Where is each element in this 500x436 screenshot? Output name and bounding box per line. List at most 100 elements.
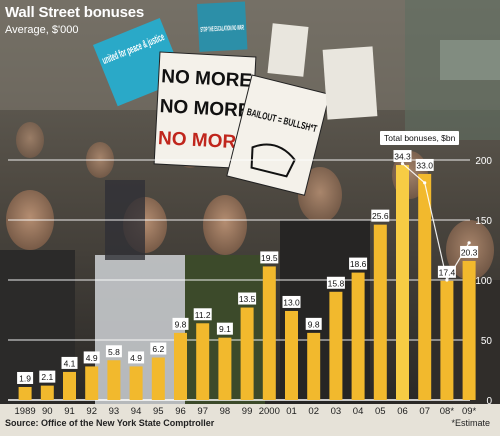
value-label-97: 11.2 xyxy=(195,310,211,320)
x-tick-label-97: 97 xyxy=(197,406,208,417)
bar-04 xyxy=(351,272,365,400)
bar-03 xyxy=(329,291,343,400)
x-tick-label-98: 98 xyxy=(220,406,231,417)
bar-94 xyxy=(129,366,143,400)
x-tick-label-99: 99 xyxy=(242,406,253,417)
value-label-box xyxy=(349,257,368,270)
right-axis-tick-label: 150 xyxy=(475,216,492,227)
value-label-04: 18.6 xyxy=(350,259,367,269)
sign-small xyxy=(267,23,309,77)
legend-total-bonuses: Total bonuses, $bn xyxy=(380,131,460,145)
value-label-07: 33.0 xyxy=(416,160,433,170)
bar-92 xyxy=(85,366,99,400)
bar-96 xyxy=(174,332,187,400)
sign-no-more: NO MORE NO MORE NO MORE xyxy=(153,51,257,170)
value-label-box xyxy=(415,158,434,171)
x-tick-label-92: 92 xyxy=(86,406,97,417)
total-bonuses-line xyxy=(402,163,470,282)
total-bonuses-point xyxy=(467,241,471,245)
bar-06 xyxy=(396,165,409,400)
sign-stop-text: STOP THE ESCALATION NO WAR! xyxy=(200,25,244,34)
sign-bailout: BAILOUT = BULLSH*T xyxy=(226,74,331,196)
value-label-98: 9.1 xyxy=(219,324,231,334)
x-tick-label-08*: 08* xyxy=(440,406,455,417)
sign-stop-escalation: STOP THE ESCALATION NO WAR! xyxy=(197,1,248,52)
x-tick-label-01: 01 xyxy=(286,406,297,417)
value-label-box xyxy=(193,308,212,321)
x-tick-label-03: 03 xyxy=(331,406,342,417)
bar-1989 xyxy=(18,386,32,400)
value-label-box xyxy=(260,251,279,264)
value-label-box xyxy=(460,245,479,258)
chart-value-labels: 1.9 2.1 4.1 4.9 5.8 4.9 6.2 9.8 11.2 9.1 13.5 19.5 1… xyxy=(17,150,479,384)
bar-99 xyxy=(240,307,254,400)
value-label-92: 4.9 xyxy=(86,353,98,363)
total-bonuses-point xyxy=(445,278,449,282)
x-tick-label-91: 91 xyxy=(64,406,75,417)
value-label-09*: 20.3 xyxy=(461,247,478,257)
value-label-box xyxy=(172,317,189,330)
sign-handwritten xyxy=(322,46,378,120)
value-label-95: 6.2 xyxy=(152,344,164,354)
bar-01 xyxy=(285,310,298,400)
bar-08* xyxy=(440,280,454,400)
value-label-box xyxy=(128,351,145,364)
value-label-box xyxy=(61,356,78,369)
value-label-99: 13.5 xyxy=(239,294,256,304)
value-label-05: 25.6 xyxy=(372,211,389,221)
x-tick-label-90: 90 xyxy=(42,406,53,417)
chart-total-line xyxy=(400,162,471,282)
value-label-box xyxy=(371,209,390,222)
bar-97 xyxy=(196,323,210,400)
bar-93 xyxy=(107,360,121,400)
x-tick-label-04: 04 xyxy=(353,406,364,417)
total-bonuses-point xyxy=(423,181,427,185)
x-tick-label-05: 05 xyxy=(375,406,386,417)
value-label-box xyxy=(39,370,56,383)
x-tick-label-94: 94 xyxy=(131,406,142,417)
source-note: Source: Office of the New York State Com… xyxy=(5,418,215,428)
right-axis-tick-label: 200 xyxy=(475,156,492,167)
x-tick-label-09*: 09* xyxy=(462,406,477,417)
x-tick-label-06: 06 xyxy=(397,406,408,417)
value-label-94: 4.9 xyxy=(130,353,142,363)
x-tick-label-93: 93 xyxy=(109,406,120,417)
value-label-box xyxy=(326,276,345,289)
sign-no-more-line-1: NO MORE xyxy=(161,66,253,92)
chart-title: Wall Street bonuses xyxy=(5,4,145,21)
value-label-box xyxy=(17,371,34,384)
total-bonuses-point xyxy=(400,162,405,166)
estimate-footnote: *Estimate xyxy=(451,418,490,428)
x-tick-label-02: 02 xyxy=(308,406,319,417)
value-label-box xyxy=(150,342,167,355)
value-label-90: 2.1 xyxy=(41,372,53,382)
bar-98 xyxy=(218,337,232,400)
bar-09* xyxy=(462,260,476,400)
x-tick-label-96: 96 xyxy=(175,406,186,417)
right-axis-tick-label: 0 xyxy=(486,396,492,407)
bar-02 xyxy=(307,332,321,400)
value-label-box xyxy=(305,317,322,330)
value-label-2000: 19.5 xyxy=(261,253,278,263)
value-label-box xyxy=(105,345,122,358)
x-tick-label-95: 95 xyxy=(153,406,164,417)
x-axis-band xyxy=(0,404,500,436)
value-label-02: 9.8 xyxy=(308,319,320,329)
value-label-01: 13.0 xyxy=(283,297,300,307)
value-label-93: 5.8 xyxy=(108,347,120,357)
x-tick-label-1989: 1989 xyxy=(15,406,36,417)
chart-x-axis: 1989 90 91 92 93 94 95 96 97 98 99 2000 01 02 03 04 05 06… xyxy=(15,406,477,417)
value-label-box xyxy=(238,292,257,305)
x-tick-label-07: 07 xyxy=(419,406,430,417)
sign-no-more-line-2: NO MORE xyxy=(159,96,251,122)
bar-90 xyxy=(40,385,54,400)
x-tick-label-2000: 2000 xyxy=(259,406,280,417)
bar-91 xyxy=(63,371,76,400)
value-label-06: 34.3 xyxy=(394,152,411,162)
value-label-1989: 1.9 xyxy=(19,373,31,383)
value-label-91: 4.1 xyxy=(64,358,76,368)
bar-2000 xyxy=(262,266,276,400)
value-label-08*: 17.4 xyxy=(439,267,456,277)
